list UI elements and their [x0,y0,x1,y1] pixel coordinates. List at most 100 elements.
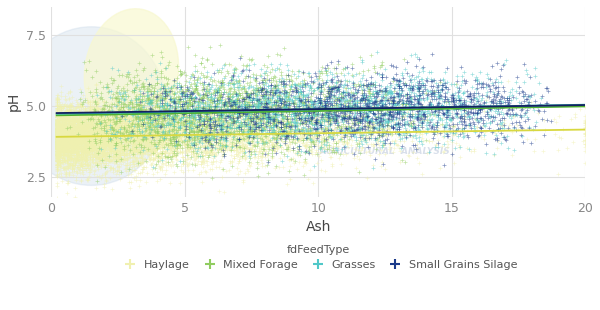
Point [110,154,119,159]
Point [440,96,450,101]
Point [107,131,116,136]
Point [390,100,400,105]
Point [403,110,413,115]
Point [310,142,319,147]
Point [56,125,65,130]
Point [235,145,244,150]
Point [206,143,215,148]
Point [91,128,100,133]
Point [93,100,103,105]
Point [284,96,293,101]
Point [470,121,479,126]
Point [224,99,233,104]
Point [85,135,94,140]
Point [70,132,79,137]
Point [61,140,70,145]
Point [66,120,76,125]
Point [317,64,326,69]
Point [413,111,423,116]
Point [63,180,73,185]
Point [73,140,83,145]
Point [128,152,138,157]
Point [287,79,297,84]
Point [153,139,163,144]
Point [115,140,125,145]
Point [191,139,201,144]
Point [340,139,349,144]
Point [120,89,130,94]
Point [168,133,178,138]
Point [166,180,175,185]
Point [136,123,146,128]
Point [96,135,106,140]
Point [52,101,61,106]
Point [174,107,184,112]
Point [55,121,65,126]
Point [127,106,137,111]
Point [121,139,131,144]
Point [130,80,139,85]
Point [373,131,382,136]
Point [170,141,179,146]
Point [263,84,272,89]
Point [93,119,103,124]
Point [59,147,69,152]
Point [52,153,61,158]
Point [446,117,455,122]
Point [128,131,137,136]
Point [68,142,78,147]
Point [459,78,469,82]
Point [303,107,313,112]
Point [272,133,281,138]
Point [83,130,93,135]
Point [82,128,91,133]
Point [465,120,475,125]
Point [299,159,309,164]
Point [209,129,219,134]
Point [164,89,174,94]
Point [52,125,61,130]
Point [505,105,514,110]
Point [580,142,590,147]
Point [77,179,86,184]
Point [284,112,293,117]
Point [304,113,313,118]
Point [131,110,141,115]
Point [139,121,148,126]
Point [75,154,85,159]
Point [127,156,137,161]
Point [52,119,61,124]
Point [138,122,148,127]
Point [101,147,111,152]
Point [52,149,61,154]
Point [198,138,208,143]
Point [207,96,217,101]
Point [215,135,224,140]
Point [502,112,512,117]
Point [248,104,258,109]
Point [152,115,161,120]
Point [61,103,71,108]
Point [259,135,268,140]
Point [320,113,330,118]
Point [54,136,64,141]
Point [257,136,266,141]
Point [146,83,156,88]
Point [121,130,131,135]
Point [142,151,152,156]
Point [386,94,395,99]
Point [247,151,256,156]
Point [52,142,61,147]
Point [349,126,358,131]
Point [290,159,300,164]
Point [485,120,495,125]
Point [136,103,145,108]
Point [487,118,497,123]
Point [263,94,272,99]
Point [99,144,109,148]
Point [380,89,389,94]
Point [126,139,136,144]
Point [185,96,195,101]
Point [52,124,61,129]
Point [120,122,130,127]
